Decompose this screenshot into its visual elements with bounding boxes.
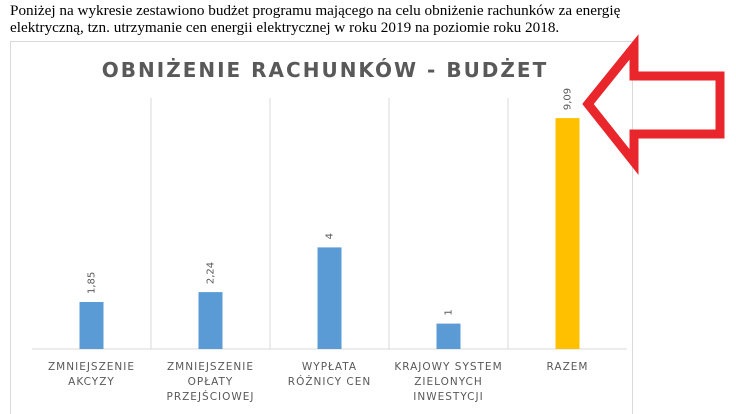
data-label-4: 1: [444, 309, 455, 315]
intro-paragraph: Poniżej na wykresie zestawiono budżet pr…: [10, 2, 722, 36]
intro-line-2: elektryczną, tzn. utrzymanie cen energii…: [10, 19, 560, 36]
bar-5: [555, 118, 580, 349]
bar-4: [436, 323, 461, 349]
bar-2: [198, 292, 223, 349]
data-label-2: 2,24: [206, 262, 217, 284]
data-label-1: 1,85: [87, 272, 98, 294]
data-label-3: 4: [325, 233, 336, 239]
intro-line-1: Poniżej na wykresie zestawiono budżet pr…: [10, 2, 621, 19]
category-label-1: ZMNIEJSZENIE AKCYZY: [48, 361, 135, 388]
bar-3: [317, 247, 342, 349]
bar-1: [79, 302, 104, 349]
category-label-4: KRAJOWY SYSTEM ZIELONYCH INWESTYCJI: [394, 361, 502, 403]
category-label-3: WYPŁATA RÓŻNICY CEN: [288, 361, 371, 388]
chart-title: OBNIŻENIE RACHUNKÓW - BUDŻET: [102, 58, 548, 82]
category-label-2: ZMNIEJSZENIE OPŁATY PRZEJŚCIOWEJ: [166, 361, 254, 403]
category-label-5: RAZEM: [547, 361, 589, 373]
chart-frame: [10, 41, 633, 414]
red-arrow-icon: [582, 34, 725, 175]
data-label-5: 9,09: [563, 88, 574, 110]
